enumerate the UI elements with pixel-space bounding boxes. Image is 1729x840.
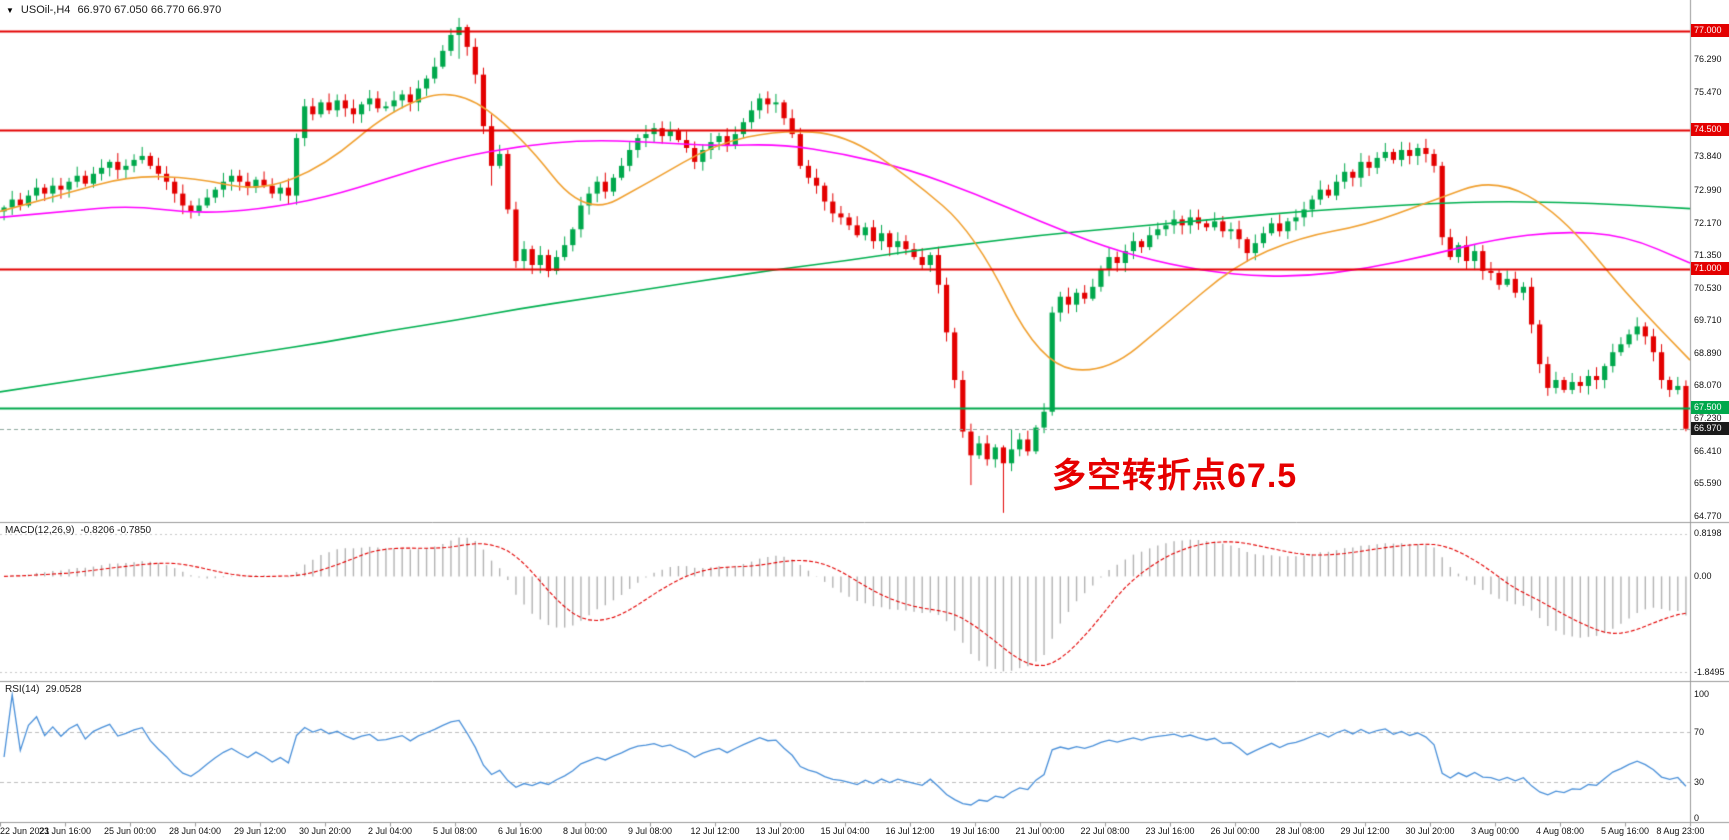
rsi-axis-30-label: 30 [1694,777,1705,788]
symbol-timeframe-label: USOil-,H4 [20,4,71,16]
macd-axis-min-label: -1.8495 [1694,667,1725,677]
rsi-name: RSI(14) [5,684,40,695]
ohlc-values: 66.970 67.050 66.770 66.970 [77,4,222,16]
rsi-indicator-label: RSI(14) 29.0528 [5,684,82,695]
rsi-value: 29.0528 [45,684,82,695]
collapse-arrow-icon[interactable]: ▼ [6,5,14,15]
rsi-axis-0-label: 0 [1694,813,1700,823]
rsi-axis-100-label: 100 [1694,689,1710,699]
macd-axis-max-label: 0.8198 [1694,528,1722,538]
macd-name: MACD(12,26,9) [5,525,75,536]
chart-header: ▼ USOil-,H4 66.970 67.050 66.770 66.970 [6,4,221,16]
macd-values: -0.8206 -0.7850 [80,525,152,536]
annotation-text: 多空转折点67.5 [1052,457,1298,495]
rsi-axis-70-label: 70 [1694,726,1705,737]
macd-indicator-label: MACD(12,26,9) -0.8206 -0.7850 [5,525,151,536]
macd-axis-zero-label: 0.00 [1694,571,1712,582]
